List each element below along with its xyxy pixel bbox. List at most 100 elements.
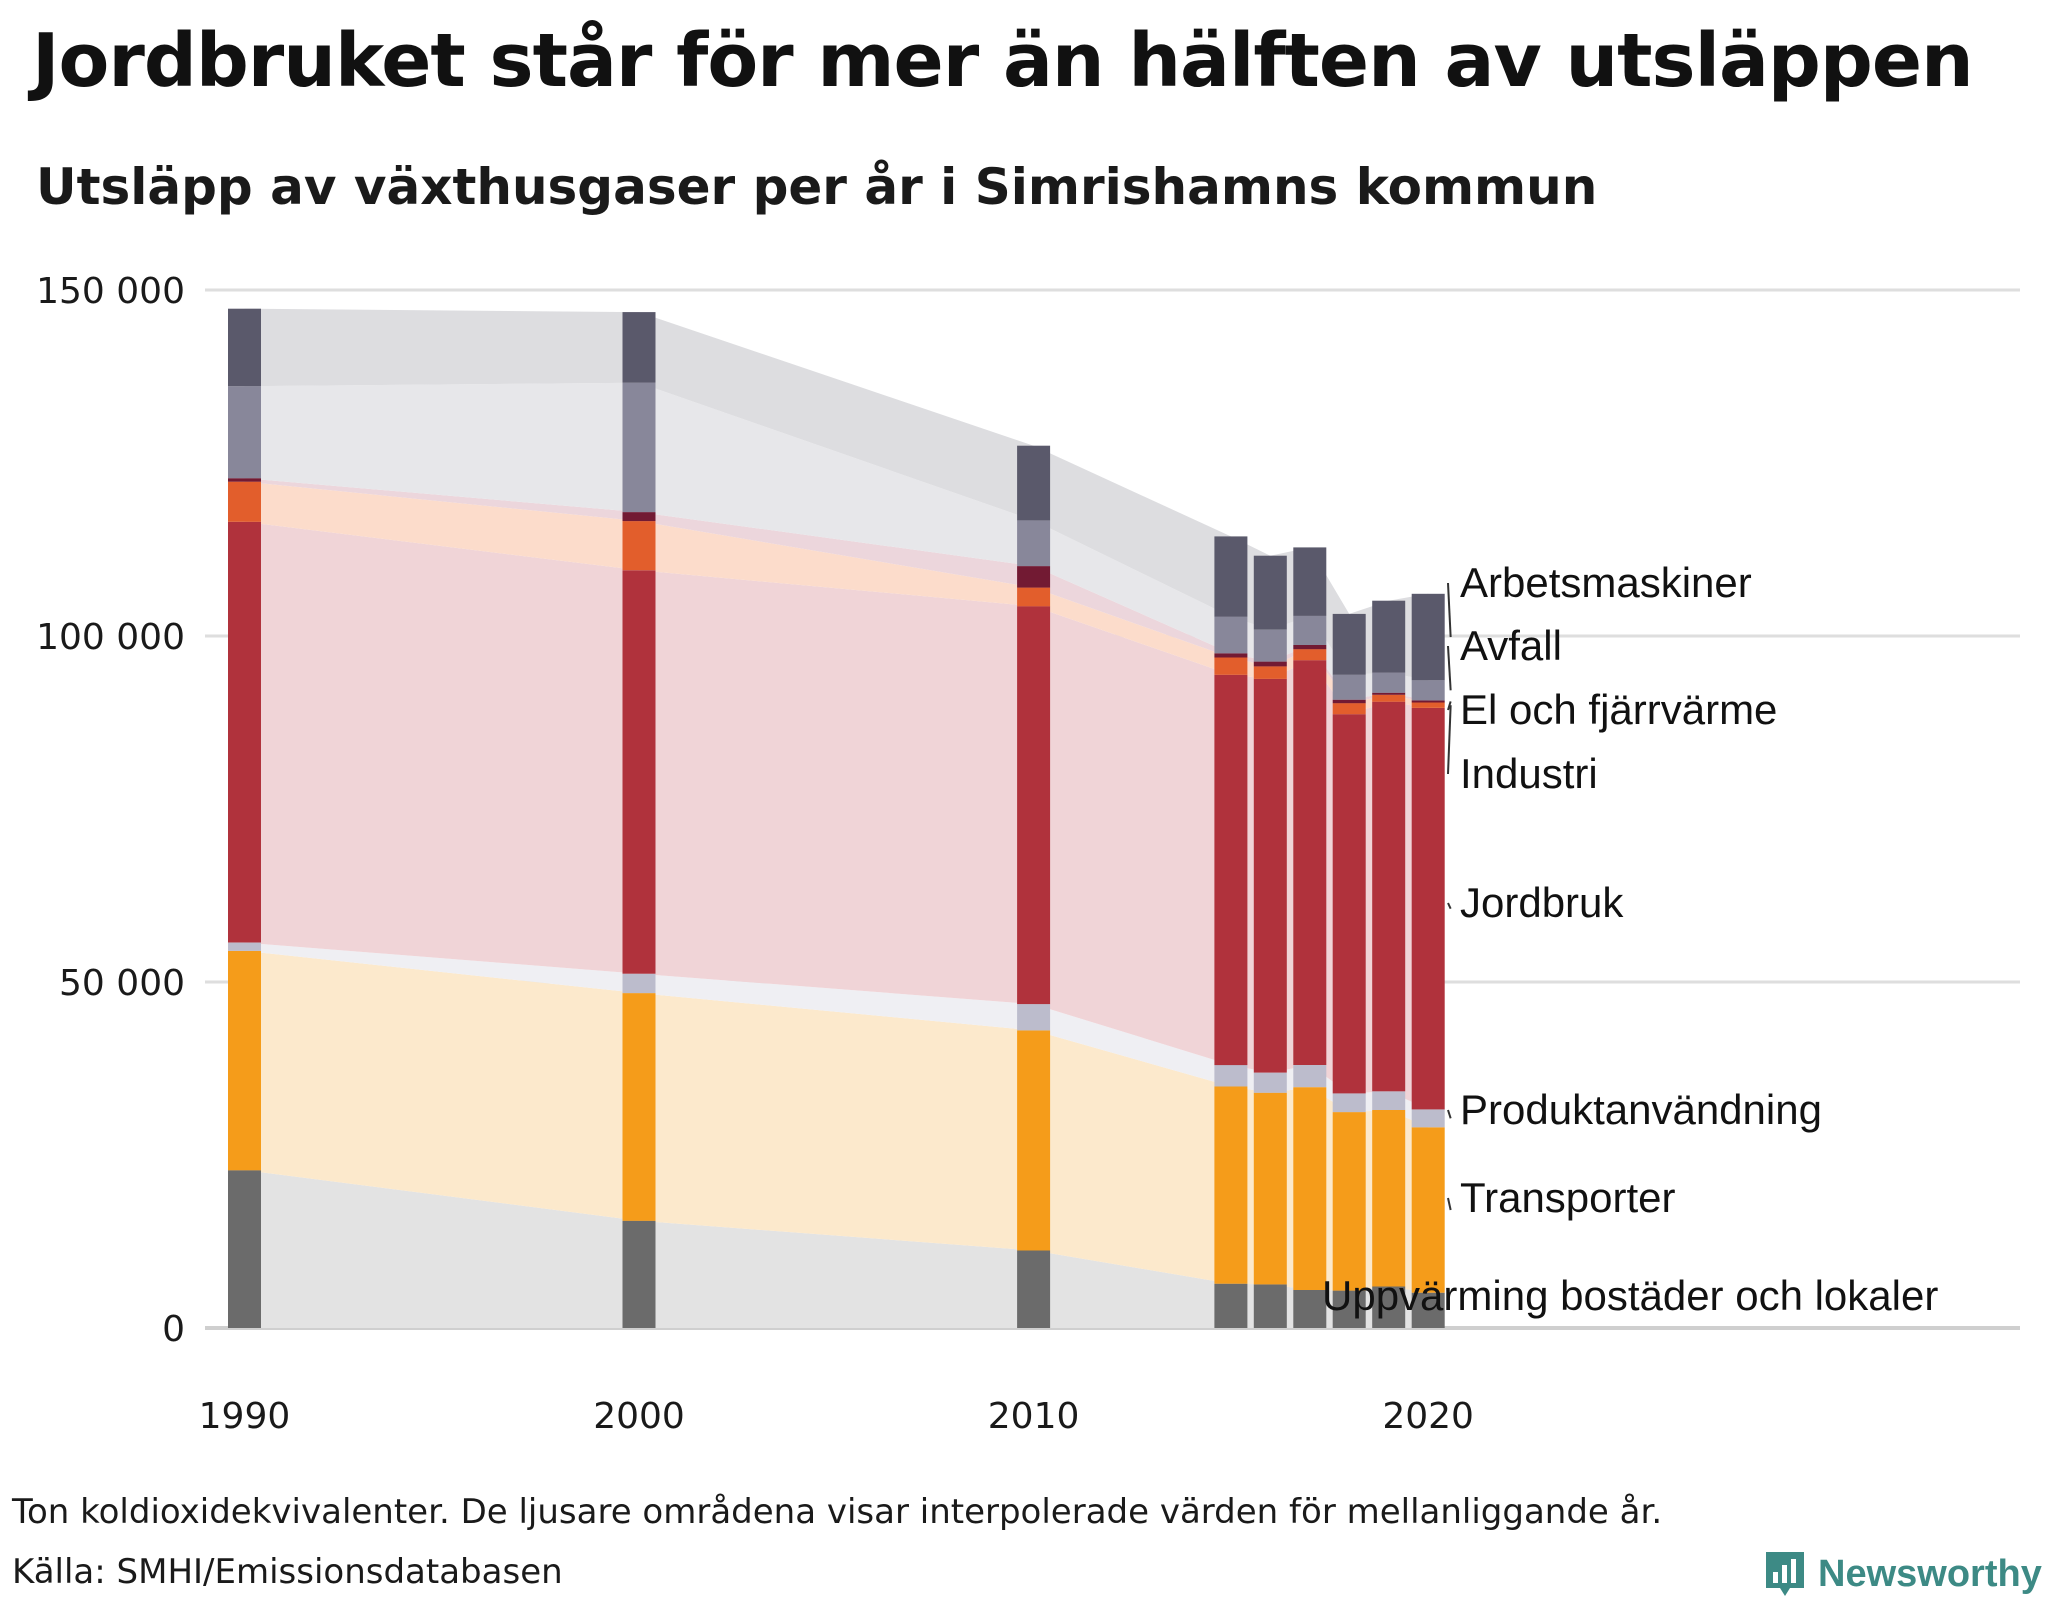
series-label: Avfall (1460, 622, 1562, 669)
x-tick-label: 2020 (1382, 1396, 1474, 1437)
bar-segment (228, 1170, 261, 1328)
newsworthy-logo-icon (1766, 1552, 1804, 1596)
bar-segment (1214, 674, 1248, 1066)
area-industri (244, 481, 1429, 715)
bar-segment (1017, 566, 1051, 588)
bar-segment (1372, 1091, 1406, 1110)
bar-segment (1332, 699, 1366, 704)
series-label: El och fjärrvärme (1460, 686, 1777, 733)
bar-segment (1214, 657, 1248, 675)
bar-segment (1332, 613, 1366, 675)
bar-segment (622, 382, 656, 513)
bar-segment (1017, 1250, 1051, 1328)
bar-segment (1253, 1072, 1287, 1093)
label-connector (1447, 701, 1452, 711)
bar-segment (228, 942, 261, 951)
bar-segment (1017, 520, 1051, 567)
bar-segment (1411, 708, 1445, 1110)
x-tick-label: 2000 (593, 1396, 685, 1437)
x-tick-label: 1990 (199, 1396, 291, 1437)
area-arbetsmaskiner (244, 308, 1429, 681)
bar-segment (1372, 701, 1406, 1092)
bar-segment (1411, 1127, 1445, 1293)
footnote: Ton koldioxidekvivalenter. De ljusare om… (12, 1492, 1663, 1532)
bar-segment (1214, 1065, 1248, 1087)
bar-segment (1017, 587, 1051, 607)
area-transporter (244, 950, 1429, 1293)
label-connector (1447, 705, 1452, 775)
bar-segment (1214, 653, 1248, 658)
area-produktanvändning (244, 942, 1429, 1128)
bar-segment (1372, 672, 1406, 693)
bar-segment (622, 512, 656, 522)
bar-segment (1293, 615, 1327, 645)
bar-segment (1017, 1004, 1051, 1031)
bar-segment (1332, 714, 1366, 1094)
bar-segment (228, 386, 261, 479)
bar-segment (622, 993, 656, 1221)
series-labels: Arbetsmaskiner Avfall El och fjärrvärme Ind… (1322, 559, 1938, 1319)
brand-logo[interactable]: Newsworthy (1762, 1548, 2042, 1600)
y-axis: 0 50 000 100 000 150 000 (36, 271, 185, 1350)
chart-subtitle: Utsläpp av växthusgaser per år i Simrish… (36, 158, 1598, 216)
bar-segment (1411, 1109, 1445, 1128)
y-tick-label: 50 000 (59, 963, 185, 1004)
bar-segment (1253, 678, 1287, 1073)
bar-segment (1214, 616, 1248, 654)
bar-segment (1253, 661, 1287, 667)
bar-segment (1253, 666, 1287, 679)
bar-segment (1214, 536, 1248, 617)
bar-segment (622, 1220, 656, 1328)
interpolation-areas (244, 308, 1429, 1328)
bar-segment (622, 312, 656, 383)
bar-segment (1293, 1065, 1327, 1088)
bar-segment (1332, 1093, 1366, 1113)
label-connector (1447, 902, 1452, 910)
bar-segment (1411, 593, 1445, 681)
bars (228, 308, 1445, 1328)
bar-segment (1411, 680, 1445, 701)
label-connector (1447, 1197, 1452, 1211)
bar-segment (1253, 555, 1287, 630)
bar-segment (1293, 547, 1327, 616)
bar-segment (1332, 1112, 1366, 1291)
bar-segment (1372, 1110, 1406, 1287)
area-avfall (244, 382, 1429, 701)
y-tick-label: 100 000 (36, 617, 185, 658)
source-credit: Källa: SMHI/Emissionsdatabasen (12, 1552, 563, 1592)
label-connector (1447, 582, 1452, 638)
label-connector (1447, 1109, 1452, 1119)
y-tick-label: 0 (162, 1309, 185, 1350)
bar-segment (228, 950, 261, 1171)
bar-segment (1214, 1086, 1248, 1284)
series-label: Uppvärming bostäder och lokaler (1322, 1272, 1938, 1319)
bar-segment (1293, 1087, 1327, 1290)
bar-segment (1293, 649, 1327, 661)
series-label: Arbetsmaskiner (1460, 559, 1752, 606)
bar-segment (1253, 1284, 1287, 1328)
bar-segment (1253, 629, 1287, 662)
bar-segment (228, 308, 261, 387)
series-label: Jordbruk (1460, 879, 1624, 926)
bar-segment (1411, 702, 1445, 708)
label-connector (1447, 645, 1452, 691)
bar-segment (1411, 1292, 1445, 1328)
area-jordbruk (244, 521, 1429, 1110)
bar-segment (1332, 1290, 1366, 1328)
bar-segment (228, 521, 261, 943)
bar-segment (1253, 1092, 1287, 1285)
chart-title: Jordbruket står för mer än hälften av ut… (32, 18, 1974, 104)
bar-segment (1372, 692, 1406, 695)
bar-segment (1332, 703, 1366, 715)
x-tick-label: 2010 (988, 1396, 1080, 1437)
bar-segment (1372, 600, 1406, 673)
bar-segment (1293, 1289, 1327, 1328)
bar-segment (1332, 674, 1366, 700)
bar-segment (1411, 700, 1445, 703)
bar-segment (1293, 660, 1327, 1065)
bar-segment (1214, 1283, 1248, 1328)
x-axis: 1990 2000 2010 2020 (199, 1396, 1474, 1437)
area-uppvärming-bostäder-och-lokaler (244, 1170, 1429, 1328)
bar-segment (1017, 1030, 1051, 1251)
bar-segment (1372, 694, 1406, 702)
